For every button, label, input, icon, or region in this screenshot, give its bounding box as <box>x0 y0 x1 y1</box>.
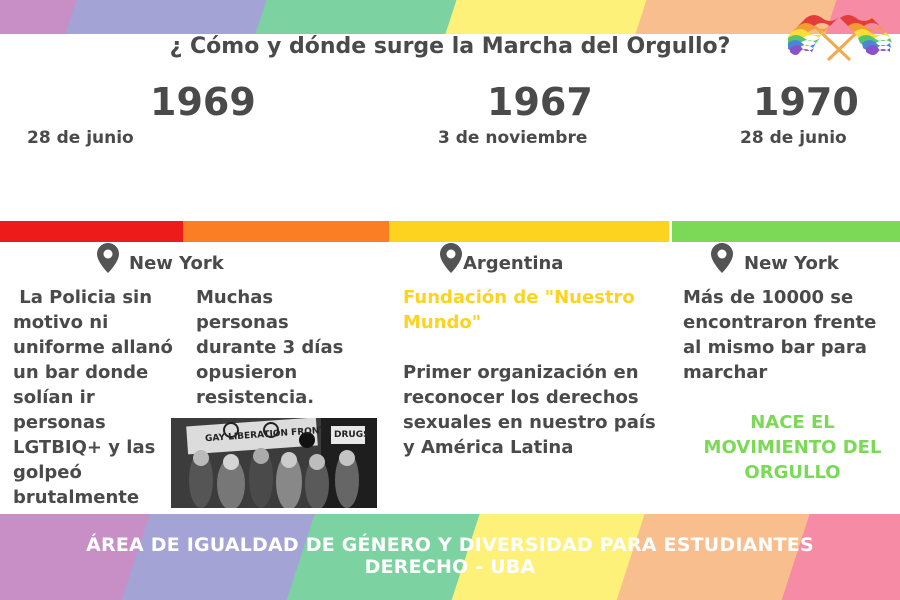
pride-flags-icon <box>788 15 892 62</box>
photo-sign-small-text: DRUGS <box>334 430 370 440</box>
footer-line-1: ÁREA DE IGUALDAD DE GÉNERO Y DIVERSIDAD … <box>86 534 814 556</box>
text-1970: Más de 10000 se encontraron frente al mi… <box>683 287 877 383</box>
year-1969: 1969 <box>150 80 256 124</box>
stripe-yellow <box>440 0 660 34</box>
location-argentina-1967: Argentina <box>463 253 564 274</box>
date-1970: 28 de junio <box>740 128 847 148</box>
footer-line-2: DERECHO - UBA <box>364 556 536 578</box>
date-1969: 28 de junio <box>27 128 134 148</box>
location-new-york-1969: New York <box>129 253 224 274</box>
timeline-segment-green <box>672 221 900 242</box>
top-rainbow-strip <box>0 0 900 34</box>
text-1969-right: Muchas personas durante 3 días opusieron… <box>196 287 344 408</box>
timeline-segment-yellow <box>389 221 669 242</box>
timeline-segment-red <box>0 221 183 242</box>
location-pin-icon <box>711 243 733 273</box>
footer-text: ÁREA DE IGUALDAD DE GÉNERO Y DIVERSIDAD … <box>0 534 900 578</box>
page-title: ¿ Cómo y dónde surge la Marcha del Orgul… <box>169 34 731 59</box>
highlight-1970: NACE EL MOVIMIENTO DEL ORGULLO <box>703 412 882 483</box>
protest-photo-illustration <box>171 418 377 508</box>
highlight-1967: Fundación de "Nuestro Mundo" <box>403 287 635 333</box>
protest-photo: GAY LIBERATION FRONT DRUGS <box>171 418 377 508</box>
stripe-lavender <box>60 0 280 34</box>
year-1970: 1970 <box>753 80 859 124</box>
date-1967: 3 de noviembre <box>438 128 588 148</box>
stripe-green <box>250 0 470 34</box>
text-1969-left: La Policia sin motivo ni uniforme allanó… <box>13 287 180 508</box>
location-pin-icon <box>440 243 462 273</box>
timeline-segment-orange <box>183 221 389 242</box>
year-1967: 1967 <box>487 80 593 124</box>
text-1967: Primer organización en reconocer los der… <box>403 362 656 458</box>
location-new-york-1970: New York <box>744 253 839 274</box>
location-pin-icon <box>97 243 119 273</box>
